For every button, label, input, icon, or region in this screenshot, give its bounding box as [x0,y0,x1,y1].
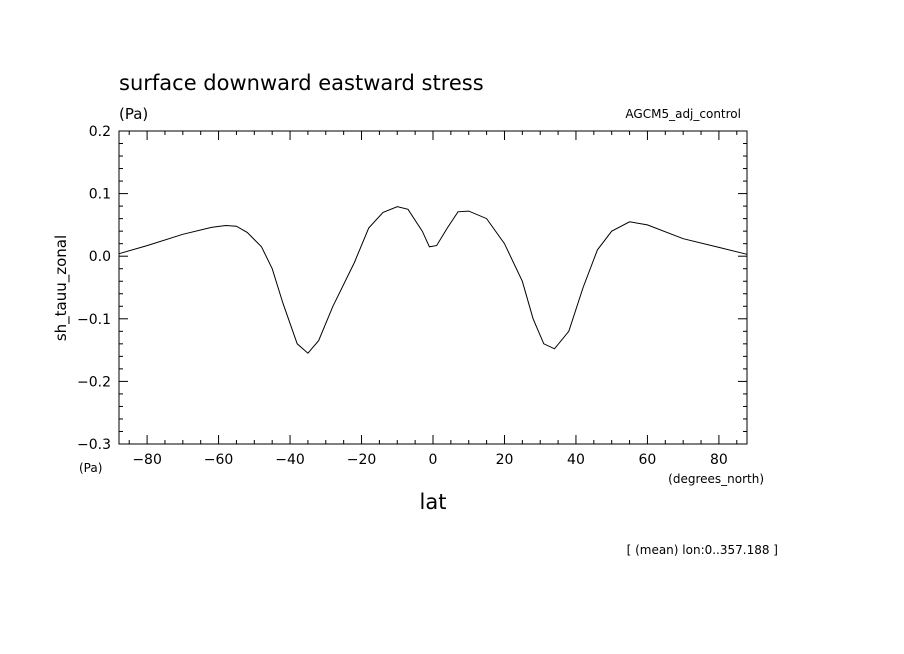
y-tick-label: 0.2 [89,124,111,140]
x-tick-label: 40 [567,452,585,468]
series-line [118,206,748,354]
y-tick-label: −0.2 [77,374,111,390]
experiment-label: AGCM5_adj_control [625,107,741,121]
x-tick-label: −20 [347,452,377,468]
x-tick-label: 20 [496,452,514,468]
y-units-label: (Pa) [79,461,102,475]
y-tick-labels: 0.2 0.1 0.0 −0.1 −0.2 −0.3 [77,124,111,453]
plot-frame [118,130,748,445]
x-units-label: (degrees_north) [668,472,764,486]
y-tick-label: 0.1 [89,187,111,203]
x-tick-label: −40 [275,452,305,468]
x-tick-labels: −80 −60 −40 −20 0 20 40 60 80 [132,452,728,468]
x-tick-label: 60 [639,452,657,468]
x-axis-label: lat [420,490,447,514]
x-tick-label: −80 [132,452,162,468]
tick-marks [119,130,747,445]
x-tick-label: −60 [204,452,234,468]
x-tick-label: 0 [429,452,438,468]
y-axis-label: sh_tauu_zonal [52,235,71,341]
units-label: (Pa) [119,105,148,123]
y-tick-label: −0.3 [77,437,111,453]
y-tick-label: 0.0 [89,249,111,265]
y-tick-label: −0.1 [77,312,111,328]
x-tick-label: 80 [710,452,728,468]
footnote: [ (mean) lon:0..357.188 ] [627,543,778,557]
chart-title: surface downward eastward stress [119,71,484,95]
